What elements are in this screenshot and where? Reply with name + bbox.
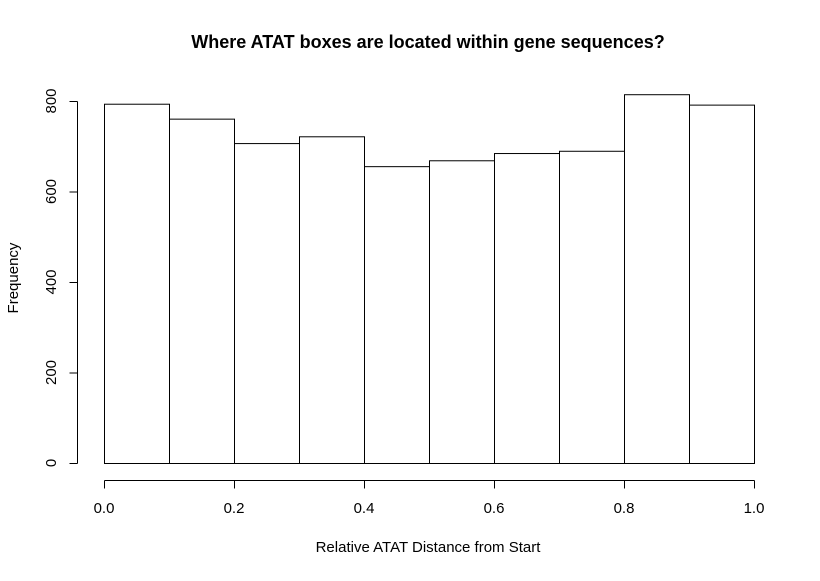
x-tick-label: 1.0 [744,500,765,517]
chart-title: Where ATAT boxes are located within gene… [191,32,664,52]
y-tick-label: 800 [43,88,60,113]
y-tick-label: 400 [43,269,60,294]
histogram-bar [559,150,625,464]
histogram-bar [104,103,170,464]
x-tick-label: 0.0 [94,500,115,517]
bars-group [104,94,755,465]
histogram-bar [429,160,495,464]
x-tick-label: 0.2 [224,500,245,517]
x-axis-label: Relative ATAT Distance from Start [316,539,542,556]
histogram-bar [364,166,430,464]
x-tick-label: 0.6 [484,500,505,517]
x-axis: 0.0 0.2 0.4 0.6 0.8 1.0 [94,480,765,517]
histogram-bar [494,153,560,464]
y-tick-label: 0 [43,459,60,467]
y-axis: 0 200 400 600 800 [43,88,78,467]
y-tick-label: 200 [43,360,60,385]
x-tick-label: 0.4 [354,500,375,517]
y-tick-label: 600 [43,179,60,204]
histogram-bar [624,94,690,465]
y-axis-label: Frequency [5,242,22,313]
histogram-bar [299,136,365,464]
x-tick-label: 0.8 [614,500,635,517]
histogram-bar [169,118,235,465]
histogram-bar [689,104,755,465]
histogram-bar [234,143,300,465]
